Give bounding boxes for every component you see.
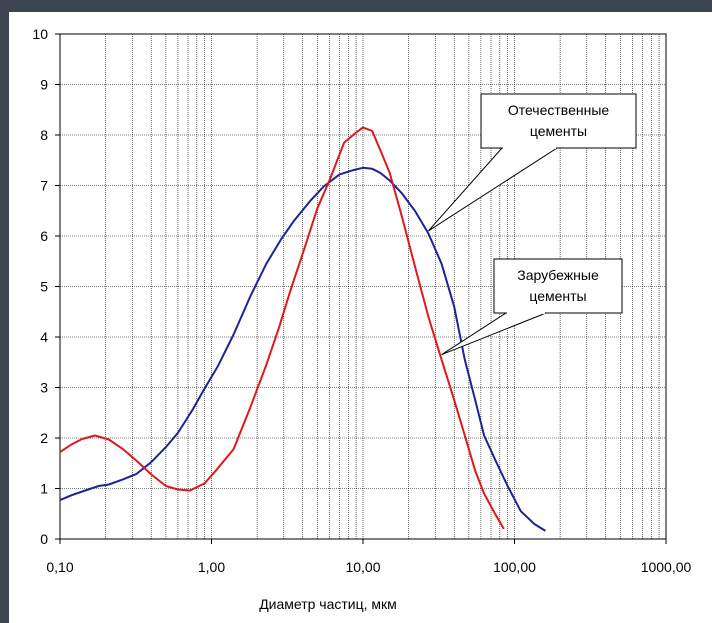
annotation-callout-1: Отечественные цементы — [427, 93, 637, 232]
callout-text-line: цементы — [529, 288, 586, 304]
callout-pointer — [427, 147, 559, 232]
x-axis-tick-labels: 0,10 1,00 10,00 100,00 1000,00 — [46, 539, 692, 575]
y-tick-label: 9 — [40, 77, 48, 93]
y-tick-label: 8 — [40, 127, 48, 143]
x-tick-label: 1,00 — [198, 559, 225, 575]
annotation-callout-2: Зарубежные цементы — [441, 258, 623, 356]
x-tick-label: 10,00 — [345, 559, 380, 575]
callout-text-line: Отечественные — [508, 102, 610, 118]
x-tick-label: 1000,00 — [641, 559, 692, 575]
chart-panel: 0 1 2 3 4 5 6 7 8 9 10 0,10 1,00 10,00 100,00 1000,00 … — [9, 12, 712, 623]
series-line-2 — [59, 126, 505, 530]
y-tick-label: 7 — [40, 178, 48, 194]
y-axis-tick-labels: 0 1 2 3 4 5 6 7 8 9 10 — [32, 26, 60, 547]
y-tick-label: 3 — [40, 380, 48, 396]
annotations: Отечественные цементы Зарубежные цементы — [427, 93, 637, 356]
y-tick-label: 0 — [40, 531, 48, 547]
y-tick-label: 1 — [40, 481, 48, 497]
y-tick-label: 5 — [40, 279, 48, 295]
grid — [60, 34, 666, 539]
y-tick-label: 2 — [40, 430, 48, 446]
callout-box — [480, 93, 637, 149]
y-tick-label: 6 — [40, 228, 48, 244]
x-axis-label: Диаметр частиц, мкм — [259, 596, 397, 612]
callout-box — [493, 258, 623, 314]
y-tick-label: 10 — [32, 26, 48, 42]
callout-text-line: цементы — [530, 123, 587, 139]
callout-text-line: Зарубежные — [517, 267, 599, 283]
series-line-1 — [59, 166, 546, 532]
series-lines — [59, 126, 546, 532]
y-tick-label: 4 — [40, 329, 48, 345]
x-tick-label: 100,00 — [493, 559, 536, 575]
x-tick-label: 0,10 — [46, 559, 73, 575]
